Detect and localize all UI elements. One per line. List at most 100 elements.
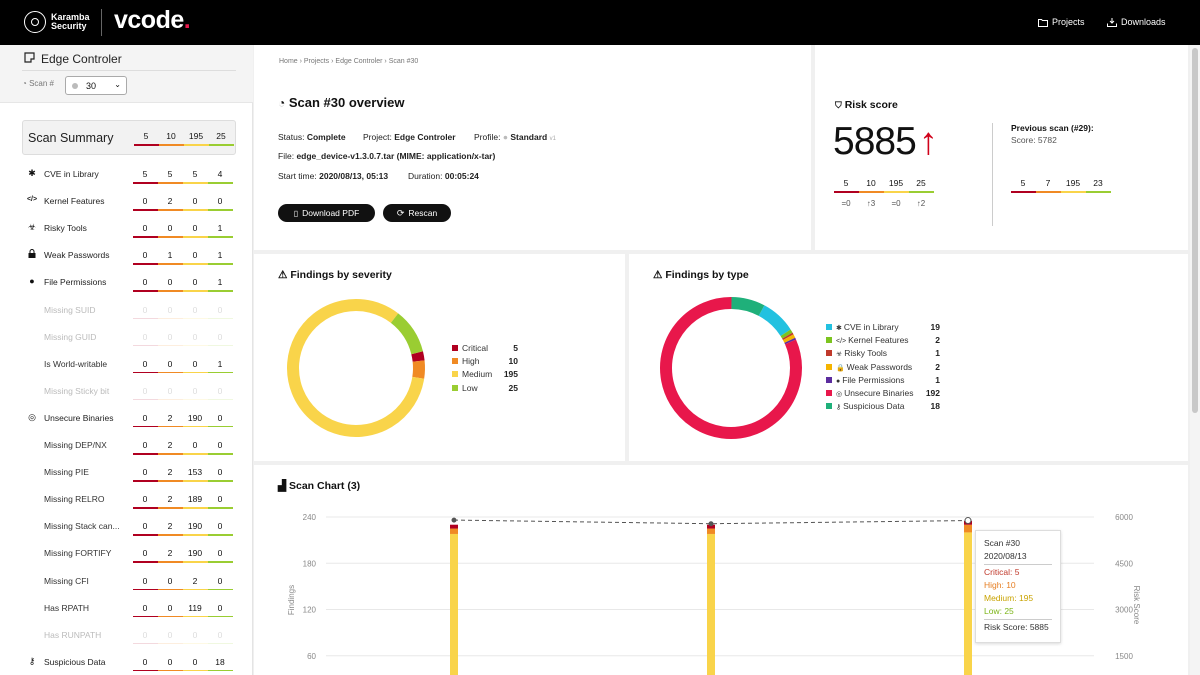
bar-segment[interactable]: [964, 532, 972, 675]
count-value: 0: [167, 358, 173, 369]
donut-slice[interactable]: [287, 299, 425, 437]
scan-summary[interactable]: Scan Summary 5 10 195 25: [22, 120, 236, 155]
legend-label-text: Medium: [462, 369, 493, 380]
scan-icon: ◔: [278, 96, 286, 110]
donut-slice[interactable]: [412, 360, 425, 379]
summary-row-label: Missing SUID: [44, 304, 96, 315]
summary-row[interactable]: ◎ Unsecure Binaries 0 2 190 0: [22, 409, 236, 429]
donut-slice[interactable]: [782, 332, 794, 341]
count-value: 0: [192, 656, 198, 667]
bar-segment[interactable]: [450, 528, 458, 534]
summary-row[interactable]: Weak Passwords 0 1 0 1: [22, 246, 236, 266]
start-time-value: 2020/08/13, 05:13: [319, 171, 389, 181]
bar-segment[interactable]: [450, 524, 458, 529]
risk-score-point[interactable]: [964, 517, 972, 525]
summary-row[interactable]: ● File Permissions 0 0 0 1: [22, 273, 236, 293]
summary-row[interactable]: Missing Sticky bit 0 0 0 0: [22, 382, 236, 402]
summary-row-label: Missing FORTIFY: [44, 548, 112, 559]
risk-score-point[interactable]: [451, 517, 457, 523]
overview-panel: Home › Projects › Edge Controler › Scan …: [254, 45, 811, 250]
nav-projects[interactable]: Projects: [1038, 17, 1085, 27]
bar-segment[interactable]: [964, 524, 972, 533]
legend-label: Critical: [462, 343, 488, 353]
count-value: 0: [217, 385, 223, 396]
page-scrollbar[interactable]: [1190, 45, 1200, 675]
count-value: 2: [167, 440, 173, 450]
code-icon: </>: [26, 196, 38, 204]
summary-row[interactable]: ☣ Risky Tools 0 0 0 1: [22, 219, 236, 239]
count-value: 0: [142, 467, 148, 478]
count-value: 10: [166, 131, 176, 141]
download-pdf-button[interactable]: ▯ Download PDF: [278, 204, 375, 222]
legend-item[interactable]: ● File Permissions 1: [826, 375, 940, 387]
count-value: 0: [142, 412, 148, 423]
summary-row[interactable]: Is World-writable 0 0 0 1: [22, 355, 236, 375]
legend-item[interactable]: ☣ Risky Tools 1: [826, 348, 940, 360]
summary-row-label: Is World-writable: [44, 358, 108, 369]
scan-select[interactable]: 30 ⌄: [65, 76, 127, 95]
legend-label-text: Unsecure Binaries: [844, 388, 914, 398]
breadcrumb[interactable]: Home › Projects › Edge Controler › Scan …: [279, 58, 419, 65]
bar-segment[interactable]: [707, 528, 715, 534]
legend-item[interactable]: High 10: [452, 356, 518, 368]
bar-segment[interactable]: [707, 533, 715, 675]
severity-underline: [158, 317, 183, 319]
risk-score-value: 5885: [833, 120, 917, 163]
legend-item[interactable]: 🔒 Weak Passwords 2: [826, 362, 940, 374]
risk-score-point[interactable]: [708, 521, 714, 527]
scrollbar-thumb[interactable]: [1192, 48, 1198, 413]
donut-slice[interactable]: [784, 337, 797, 345]
legend-item[interactable]: Critical 5: [452, 343, 518, 355]
severity-underline: [884, 191, 909, 193]
legend-value: 18: [930, 401, 940, 412]
summary-row[interactable]: </> Kernel Features 0 2 0 0: [22, 192, 236, 212]
nav-downloads[interactable]: Downloads: [1107, 17, 1166, 27]
legend-item[interactable]: ◎ Unsecure Binaries 192: [826, 388, 940, 400]
donut-slice[interactable]: [411, 351, 425, 362]
count-value: 0: [217, 331, 223, 342]
severity-underline: [133, 453, 158, 455]
summary-row[interactable]: Missing CFI 0 0 2 0: [22, 572, 236, 592]
summary-row[interactable]: Has RPATH 0 0 119 0: [22, 599, 236, 619]
rescan-button[interactable]: ⟳ Rescan: [383, 204, 451, 222]
summary-row[interactable]: Has RUNPATH 0 0 0 0: [22, 626, 236, 646]
summary-row[interactable]: Missing SUID 0 0 0 0: [22, 301, 236, 321]
summary-row[interactable]: Missing FORTIFY 0 2 190 0: [22, 544, 236, 564]
legend-item[interactable]: ✱ CVE in Library 19: [826, 322, 940, 334]
severity-underline: [208, 182, 233, 184]
donut-slice[interactable]: [780, 329, 793, 339]
legend-swatch: [826, 337, 832, 344]
summary-row[interactable]: Missing PIE 0 2 153 0: [22, 463, 236, 483]
summary-row[interactable]: Missing RELRO 0 2 189 0: [22, 490, 236, 510]
karamba-logo[interactable]: Karamba Security: [24, 11, 103, 33]
bar-segment[interactable]: [450, 533, 458, 675]
summary-row[interactable]: ⚷ Suspicious Data 0 0 0 18: [22, 653, 236, 673]
donut-slice[interactable]: [660, 297, 802, 439]
donut-slice[interactable]: [390, 313, 423, 355]
severity-underline: [133, 615, 158, 618]
severity-underline: [184, 144, 209, 146]
summary-row[interactable]: Missing DEP/NX 0 2 0 0: [22, 436, 236, 456]
donut-slice[interactable]: [731, 297, 765, 317]
count-value: 1: [217, 358, 223, 369]
summary-row[interactable]: ✱ CVE in Library 5 5 5 4: [22, 165, 236, 185]
count-value: 7: [1045, 178, 1051, 188]
bar-segment[interactable]: [707, 524, 715, 529]
vcode-logo[interactable]: vcode.: [114, 6, 191, 34]
severity-underline: [183, 182, 208, 184]
count-value: 0: [142, 656, 148, 667]
summary-row[interactable]: Missing GUID 0 0 0 0: [22, 328, 236, 348]
summary-row-label: CVE in Library: [44, 169, 99, 179]
arrow-up-icon: ↑: [919, 121, 938, 163]
count-value: 0: [142, 494, 148, 505]
legend-item[interactable]: </> Kernel Features 2: [826, 335, 940, 347]
donut-slice[interactable]: [758, 305, 791, 337]
legend-item[interactable]: Low 25: [452, 383, 518, 395]
donut-slice[interactable]: [782, 334, 796, 343]
severity-underline: [208, 263, 233, 265]
legend-item[interactable]: ⚷ Suspicious Data 18: [826, 401, 940, 413]
legend-item[interactable]: Medium 195: [452, 369, 518, 381]
key-icon: ⚷: [836, 404, 844, 412]
summary-row[interactable]: Missing Stack can... 0 2 190 0: [22, 517, 236, 537]
y2-axis-label: Risk Score: [1132, 586, 1141, 625]
